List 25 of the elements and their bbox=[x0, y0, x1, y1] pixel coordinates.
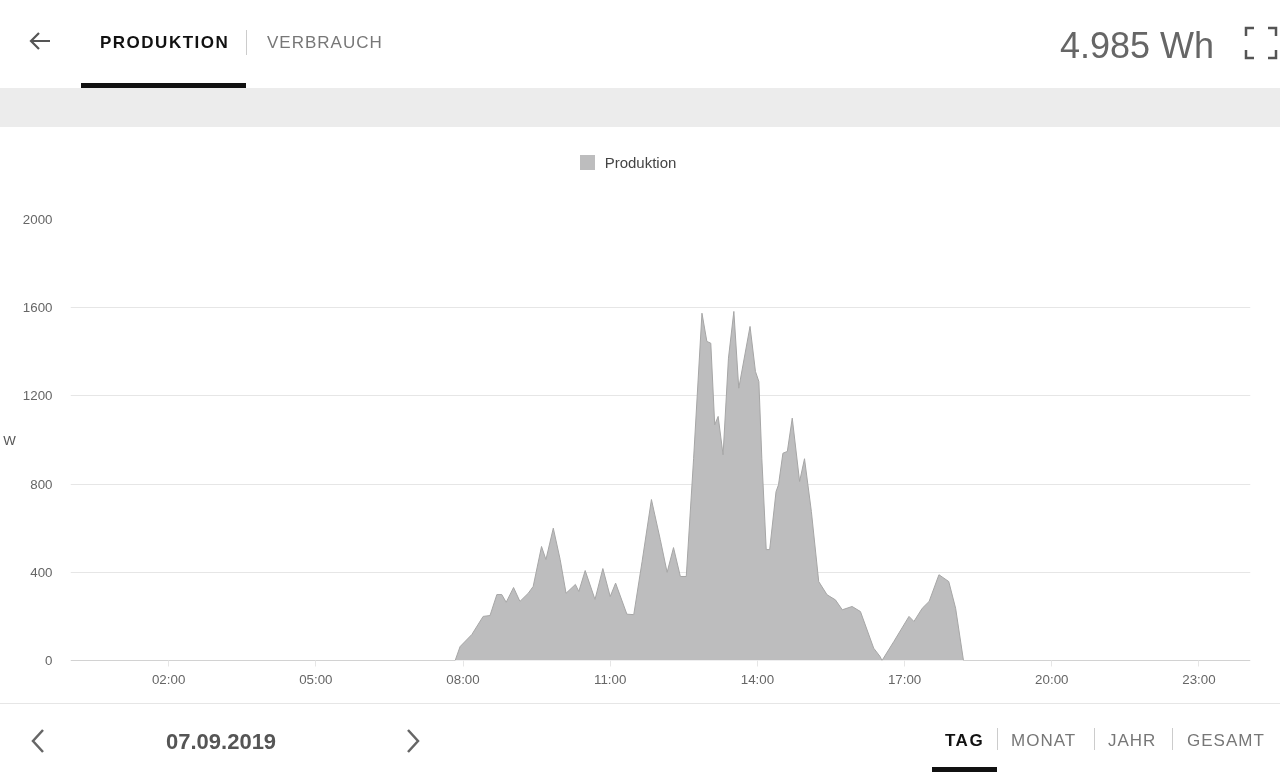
x-tick-label: 11:00 bbox=[594, 671, 627, 687]
y-tick-label: 800 bbox=[30, 476, 53, 492]
x-tick-label: 14:00 bbox=[740, 671, 775, 687]
y-tick-label: 0 bbox=[45, 653, 53, 668]
text: GESAMT bbox=[1187, 730, 1265, 752]
x-tick-label: 08:00 bbox=[446, 671, 480, 687]
text: TAG bbox=[945, 730, 985, 752]
y-tick-label: 400 bbox=[30, 564, 53, 580]
x-tick-label: 20:00 bbox=[1035, 671, 1069, 687]
y-tick-label: 2000 bbox=[22, 212, 53, 227]
x-tick-label: 05:00 bbox=[299, 671, 333, 687]
text: MONAT bbox=[1011, 730, 1077, 752]
x-tick-label: 23:00 bbox=[1182, 671, 1216, 687]
y-tick-label: 1600 bbox=[22, 300, 53, 316]
legend-label: Produktion bbox=[604, 152, 677, 173]
text: VERBRAUCH bbox=[267, 32, 383, 54]
y-axis-title: W bbox=[3, 432, 17, 448]
y-tick-label: 1200 bbox=[22, 388, 53, 404]
text: 07.09.2019 bbox=[166, 728, 277, 756]
text: PRODUKTION bbox=[100, 32, 230, 54]
text: JAHR bbox=[1108, 730, 1157, 752]
x-tick-label: 17:00 bbox=[887, 671, 922, 687]
legend-item: Produktion bbox=[579, 151, 677, 173]
x-tick-label: 02:00 bbox=[151, 671, 186, 687]
text: 4.985 Wh bbox=[1059, 24, 1214, 68]
